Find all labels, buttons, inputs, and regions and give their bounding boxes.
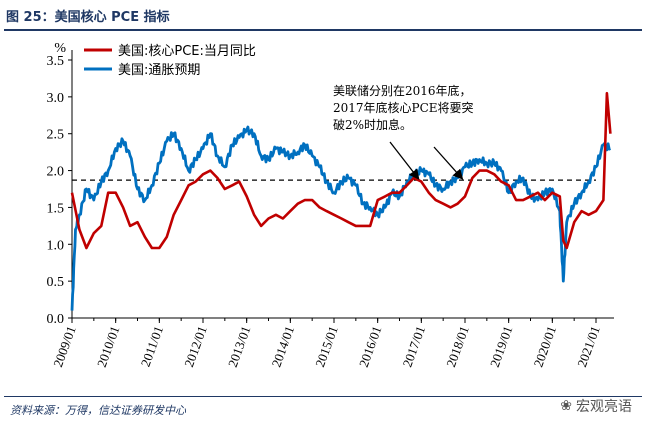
source-note: 资料来源：万得，信达证券研发中心 [10, 404, 186, 417]
y-tick-label: 3.5 [47, 54, 65, 69]
annotation-text-line: 2017年底核心PCE将要突 [333, 100, 474, 115]
x-tick-label: 2017/01 [399, 324, 428, 369]
x-tick-label: 2011/01 [138, 324, 167, 369]
y-tick-label: 2.0 [47, 165, 65, 180]
legend-label: 美国:核心PCE:当月同比 [118, 44, 256, 59]
series-layer [70, 91, 612, 311]
x-tick-label: 2013/01 [225, 324, 254, 369]
annotation-arrow [433, 146, 464, 180]
x-tick-label: 2019/01 [487, 324, 516, 369]
series-core-pce-line [70, 91, 612, 250]
x-tick-label: 2009/01 [50, 324, 79, 369]
y-tick-label: 1.0 [47, 238, 65, 253]
watermark-text: 宏观亮语 [576, 399, 632, 415]
x-tick-label: 2014/01 [268, 324, 297, 369]
y-tick-label: 0.0 [47, 312, 65, 327]
chart-canvas: 0.0 0.5 1.0 1.5 2.0 2.5 3.0 3.5% 2009/01 2010/01 2… [47, 41, 614, 369]
legend-label: 美国:通胀预期 [118, 63, 200, 78]
watermark: ❀ 宏观亮语 [560, 396, 632, 416]
x-tick-label: 2010/01 [94, 324, 123, 369]
y-axis-unit: % [54, 41, 66, 56]
wechat-icon: ❀ [560, 398, 572, 414]
x-tick-label: 2012/01 [181, 324, 210, 369]
x-tick-label: 2015/01 [312, 324, 341, 369]
x-tick-label: 2016/01 [356, 324, 385, 369]
axes: 0.0 0.5 1.0 1.5 2.0 2.5 3.0 3.5% 2009/01 2010/01 2… [47, 41, 614, 369]
title-divider [4, 29, 642, 31]
y-tick-label: 0.5 [47, 275, 65, 290]
annotation-text-line: 破2%时加息。 [333, 117, 412, 132]
y-tick-label: 2.5 [47, 128, 65, 143]
x-tick-label: 2021/01 [574, 324, 603, 369]
x-tick-label: 2020/01 [530, 324, 559, 369]
x-tick-label: 2018/01 [443, 324, 472, 369]
series-inflation-expectation-line [70, 125, 612, 311]
annotation-arrow [389, 141, 420, 180]
y-tick-label: 1.5 [47, 201, 65, 216]
footer-divider [4, 396, 642, 397]
chart-title: 图 25：美国核心 PCE 指标 [6, 10, 170, 25]
y-tick-label: 3.0 [47, 91, 65, 106]
annotation-text-line: 美联储分别在2016年底， [333, 83, 472, 98]
